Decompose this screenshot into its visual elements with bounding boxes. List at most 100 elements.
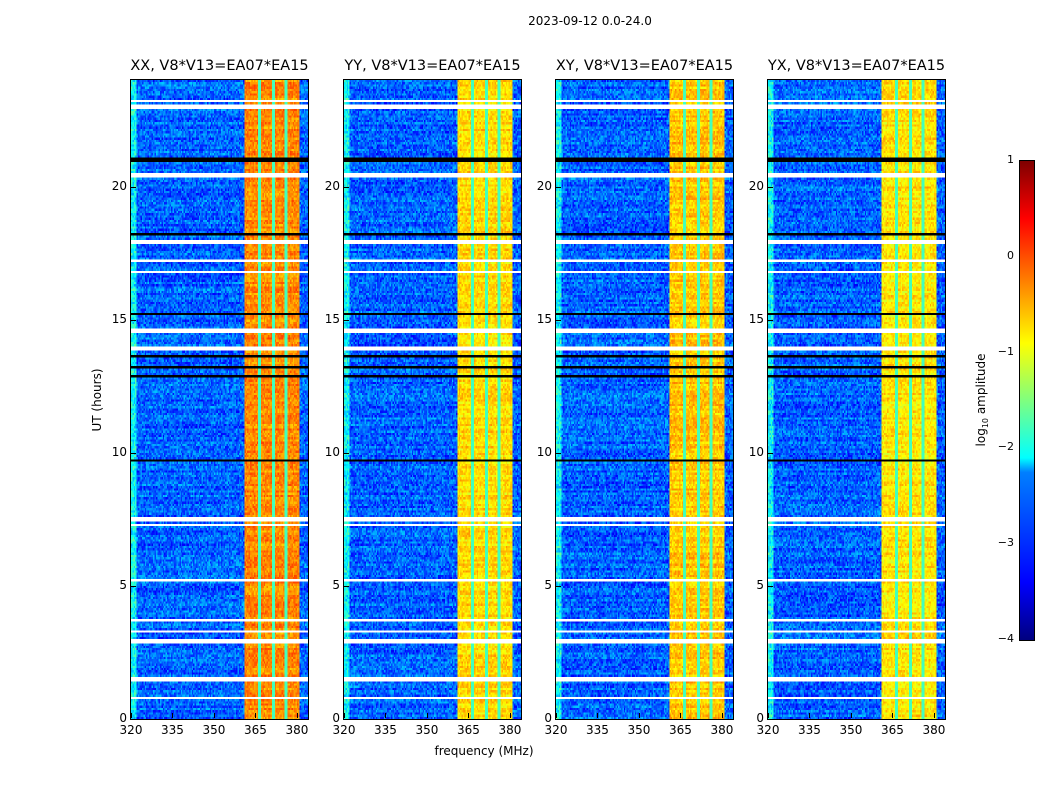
x-tick-mark bbox=[850, 713, 852, 718]
y-tick-mark bbox=[768, 186, 773, 188]
y-tick-label: 20 bbox=[536, 178, 552, 193]
colorbar-tick-label: −4 bbox=[997, 632, 1014, 645]
y-tick-mark bbox=[556, 452, 561, 454]
y-tick-mark bbox=[556, 585, 561, 587]
colorbar-label: log10 amplitude bbox=[973, 353, 991, 447]
x-tick-label: 320 bbox=[756, 723, 780, 737]
x-tick-mark bbox=[426, 713, 428, 718]
x-tick-label: 335 bbox=[161, 723, 184, 737]
figure-suptitle: 2023-09-12 0.0-24.0 bbox=[528, 14, 652, 28]
x-axis-label: frequency (MHz) bbox=[434, 744, 534, 758]
x-tick-mark bbox=[131, 713, 132, 718]
colorbar-tick-label: −3 bbox=[997, 536, 1014, 550]
axes-frame bbox=[343, 79, 522, 720]
panel-title: YY, V8*V13=EA07*EA15 bbox=[344, 58, 521, 74]
y-axis-label: UT (hours) bbox=[90, 368, 104, 432]
x-tick-label: 380 bbox=[710, 723, 734, 737]
x-tick-mark bbox=[809, 713, 811, 718]
y-tick-mark bbox=[556, 186, 561, 188]
colorbar-tick-label: −2 bbox=[997, 440, 1014, 454]
heatmap-image bbox=[131, 80, 308, 719]
panel-title: XY, V8*V13=EA07*EA15 bbox=[555, 58, 734, 74]
heatmap-image bbox=[768, 80, 945, 719]
x-tick-label: 335 bbox=[374, 723, 397, 737]
y-tick-mark bbox=[344, 186, 349, 188]
x-tick-mark bbox=[213, 713, 215, 718]
x-tick-mark bbox=[255, 713, 257, 718]
y-tick-label: 10 bbox=[748, 444, 764, 459]
panel-title: YX, V8*V13=EA07*EA15 bbox=[767, 58, 946, 74]
y-tick-label: 10 bbox=[324, 444, 340, 459]
colorbar-tick-label: 1 bbox=[1007, 153, 1014, 166]
y-tick-label: 0 bbox=[756, 711, 764, 725]
heatmap-image bbox=[344, 80, 521, 719]
x-tick-mark bbox=[721, 713, 723, 718]
y-tick-label: 5 bbox=[756, 577, 764, 592]
x-tick-label: 380 bbox=[285, 723, 309, 737]
x-tick-mark bbox=[892, 713, 894, 718]
y-tick-label: 0 bbox=[119, 711, 127, 725]
x-tick-mark bbox=[344, 713, 345, 718]
panel-xx: XX, V8*V13=EA07*EA15 320 335 350 365 380 0 5 10 1… bbox=[112, 58, 309, 737]
y-tick-mark bbox=[131, 719, 136, 720]
y-tick-mark bbox=[768, 319, 773, 321]
y-tick-mark bbox=[131, 186, 136, 188]
colorbar bbox=[1019, 160, 1035, 641]
y-tick-label: 20 bbox=[324, 178, 340, 193]
y-tick-label: 15 bbox=[111, 311, 127, 326]
y-tick-mark bbox=[344, 452, 349, 454]
x-tick-mark bbox=[933, 713, 935, 718]
x-tick-label: 380 bbox=[498, 723, 522, 737]
x-tick-mark bbox=[385, 713, 387, 718]
x-tick-label: 365 bbox=[244, 723, 267, 737]
y-tick-label: 15 bbox=[536, 311, 552, 326]
x-tick-mark bbox=[638, 713, 640, 718]
y-tick-mark bbox=[556, 319, 561, 321]
axes-frame bbox=[555, 79, 734, 720]
x-tick-label: 365 bbox=[457, 723, 480, 737]
panel-xy: XY, V8*V13=EA07*EA15 320 335 350 365 380 0 5 10 1… bbox=[537, 58, 734, 737]
x-tick-label: 350 bbox=[627, 723, 651, 737]
x-tick-label: 320 bbox=[119, 723, 143, 737]
axes-frame bbox=[767, 79, 946, 720]
y-tick-label: 15 bbox=[748, 311, 764, 326]
x-tick-label: 350 bbox=[202, 723, 226, 737]
x-tick-mark bbox=[296, 713, 298, 718]
x-tick-label: 320 bbox=[332, 723, 356, 737]
y-tick-label: 0 bbox=[544, 711, 552, 725]
x-tick-label: 335 bbox=[798, 723, 821, 737]
y-tick-label: 0 bbox=[332, 711, 340, 725]
axes-frame bbox=[130, 79, 309, 720]
colorbar-tick-label: −1 bbox=[997, 344, 1014, 358]
x-tick-mark bbox=[680, 713, 682, 718]
y-tick-mark bbox=[131, 452, 136, 454]
panel-yx: YX, V8*V13=EA07*EA15 320 335 350 365 380 0 5 10 1… bbox=[749, 58, 946, 737]
y-tick-mark bbox=[768, 452, 773, 454]
y-tick-label: 10 bbox=[536, 444, 552, 459]
x-tick-mark bbox=[468, 713, 470, 718]
y-tick-label: 5 bbox=[119, 577, 127, 592]
y-tick-mark bbox=[344, 319, 349, 321]
y-tick-label: 10 bbox=[111, 444, 127, 459]
colorbar-tick-label: 0 bbox=[1007, 248, 1014, 262]
y-tick-mark bbox=[556, 719, 561, 720]
x-tick-mark bbox=[172, 713, 174, 718]
x-tick-label: 350 bbox=[839, 723, 863, 737]
y-tick-label: 5 bbox=[544, 577, 552, 592]
x-tick-label: 335 bbox=[586, 723, 609, 737]
y-tick-mark bbox=[344, 719, 349, 720]
x-tick-mark bbox=[597, 713, 599, 718]
y-tick-label: 15 bbox=[324, 311, 340, 326]
x-tick-label: 320 bbox=[544, 723, 568, 737]
y-tick-label: 5 bbox=[332, 577, 340, 592]
y-tick-mark bbox=[768, 585, 773, 587]
y-tick-mark bbox=[768, 719, 773, 720]
x-tick-mark bbox=[509, 713, 511, 718]
x-tick-mark bbox=[768, 713, 769, 718]
x-tick-label: 365 bbox=[669, 723, 692, 737]
x-tick-label: 365 bbox=[881, 723, 904, 737]
x-tick-label: 380 bbox=[922, 723, 946, 737]
x-tick-mark bbox=[556, 713, 557, 718]
y-tick-mark bbox=[131, 319, 136, 321]
y-tick-label: 20 bbox=[748, 178, 764, 193]
